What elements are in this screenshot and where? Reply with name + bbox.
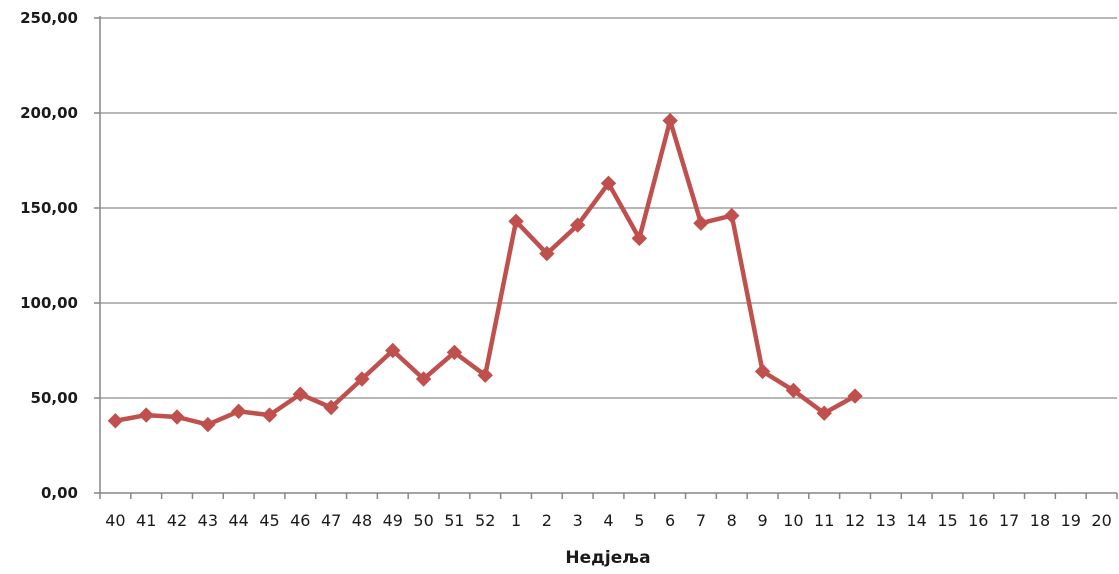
data-point bbox=[354, 371, 370, 387]
data-point bbox=[385, 342, 401, 359]
x-tick-label: 42 bbox=[167, 511, 187, 530]
x-tick-label: 2 bbox=[542, 511, 552, 530]
x-tick-label: 12 bbox=[845, 511, 865, 530]
x-tick-label: 14 bbox=[907, 511, 927, 530]
x-tick-label: 40 bbox=[105, 511, 125, 530]
data-point bbox=[631, 230, 648, 247]
y-tick-label: 50,00 bbox=[31, 389, 78, 407]
y-tick-label: 250,00 bbox=[20, 9, 78, 27]
x-tick-label: 11 bbox=[814, 511, 834, 530]
gridlines bbox=[100, 17, 1117, 399]
data-point bbox=[662, 112, 678, 129]
x-tick-label: 18 bbox=[1030, 511, 1050, 530]
x-tick-label: 49 bbox=[383, 511, 403, 530]
data-point bbox=[785, 382, 802, 399]
data-point bbox=[754, 363, 771, 380]
x-tick-label: 46 bbox=[290, 511, 310, 530]
x-tick-label: 10 bbox=[783, 511, 803, 530]
data-point bbox=[446, 344, 463, 361]
data-point bbox=[508, 213, 524, 230]
data-point bbox=[292, 386, 309, 402]
data-point bbox=[323, 399, 339, 416]
x-tick-label: 20 bbox=[1091, 511, 1111, 530]
x-tick-label: 44 bbox=[229, 511, 249, 530]
y-tick-label: 150,00 bbox=[20, 199, 78, 217]
data-point bbox=[200, 416, 216, 433]
x-tick-label: 16 bbox=[968, 511, 988, 530]
data-point bbox=[600, 175, 617, 192]
x-tick-labels: 40 41 42 43 44 45 46 47 48 49 50 51 52 1 2 3 4 5 6 7 8 9 10 11 1… bbox=[105, 511, 1112, 530]
data-point bbox=[724, 207, 740, 224]
data-point bbox=[477, 367, 493, 383]
x-tick-label: 52 bbox=[475, 511, 495, 530]
x-tick-label: 50 bbox=[413, 511, 433, 530]
data-point bbox=[138, 407, 154, 423]
data-point bbox=[847, 388, 863, 404]
data-point bbox=[569, 217, 586, 233]
axes bbox=[94, 16, 1118, 499]
x-tick-label: 45 bbox=[259, 511, 279, 530]
x-tick-label: 19 bbox=[1061, 511, 1081, 530]
x-tick-label: 8 bbox=[727, 511, 737, 530]
x-tick-label: 47 bbox=[321, 511, 341, 530]
x-tick-label: 51 bbox=[444, 511, 464, 530]
data-point bbox=[693, 215, 709, 231]
y-tick-label: 200,00 bbox=[20, 104, 78, 122]
x-axis-label: Недјеља bbox=[565, 548, 650, 568]
x-tick-label: 15 bbox=[937, 511, 957, 530]
x-tick-label: 9 bbox=[757, 511, 767, 530]
x-tick-label: 41 bbox=[136, 511, 156, 530]
data-point bbox=[230, 403, 247, 420]
x-tick-label: 48 bbox=[352, 511, 372, 530]
y-tick-label: 0,00 bbox=[41, 484, 78, 502]
series bbox=[107, 112, 863, 433]
data-point bbox=[107, 413, 124, 429]
x-tick-label: 7 bbox=[696, 511, 706, 530]
x-tick-label: 17 bbox=[999, 511, 1019, 530]
data-point bbox=[816, 405, 832, 421]
x-tick-label: 5 bbox=[634, 511, 644, 530]
y-tick-labels: 0,00 50,00 100,00 150,00 200,00 250,00 bbox=[20, 9, 78, 502]
x-tick-label: 43 bbox=[198, 511, 218, 530]
x-tick-label: 6 bbox=[665, 511, 675, 530]
data-point bbox=[539, 245, 555, 262]
data-point bbox=[415, 371, 432, 387]
data-point bbox=[169, 409, 185, 425]
data-point bbox=[261, 407, 278, 423]
x-tick-label: 4 bbox=[603, 511, 613, 530]
y-tick-label: 100,00 bbox=[20, 294, 78, 312]
x-tick-label: 13 bbox=[876, 511, 896, 530]
x-tick-label: 1 bbox=[511, 511, 521, 530]
x-tick-label: 3 bbox=[573, 511, 583, 530]
